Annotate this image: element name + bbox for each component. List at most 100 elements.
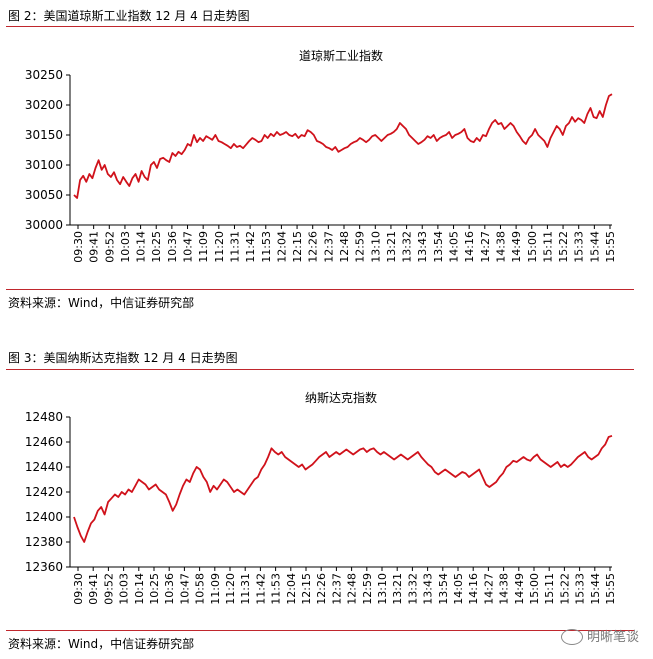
nasdaq-x-tick-label: 14:38 xyxy=(498,573,511,605)
nasdaq-x-tick-label: 13:10 xyxy=(376,573,389,605)
dow-jones-x-tick-label: 15:55 xyxy=(604,231,617,263)
nasdaq-x-tick-label: 15:22 xyxy=(558,573,571,605)
nasdaq-x-tick-label: 10:58 xyxy=(194,573,207,605)
dow-jones-x-tick-label: 12:26 xyxy=(307,231,320,263)
nasdaq-y-tick-label: 12400 xyxy=(25,510,63,524)
nasdaq-x-tick-label: 12:59 xyxy=(361,573,374,605)
nasdaq-x-tick-label: 15:44 xyxy=(589,573,602,605)
nasdaq-x-tick-label: 13:32 xyxy=(406,573,419,605)
nasdaq-x-tick-label: 09:41 xyxy=(87,573,100,605)
dow-jones-x-tick-label: 14:27 xyxy=(479,231,492,263)
dow-jones-chart-svg: 道琼斯工业指数 30000 30050 30100 30150 30200 30250 09:… xyxy=(25,48,617,263)
dow-jones-x-tick-label: 12:59 xyxy=(354,231,367,263)
nasdaq-x-tick-label: 10:03 xyxy=(118,573,131,605)
dow-jones-x-tick-label: 13:10 xyxy=(369,231,382,263)
figure-2-top-rule xyxy=(6,369,634,370)
dow-jones-y-tick-label: 30150 xyxy=(25,128,63,142)
nasdaq-x-tick-label: 11:53 xyxy=(270,573,283,605)
nasdaq-y-tick-label: 12360 xyxy=(25,560,63,574)
nasdaq-x-tick-label: 11:20 xyxy=(224,573,237,605)
figure-2-source: 资料来源：Wind，中信证券研究部 xyxy=(8,637,195,651)
dow-jones-x-tick-label: 13:54 xyxy=(432,231,445,263)
nasdaq-x-tick-label: 11:09 xyxy=(209,573,222,605)
watermark: 明晰笔谈 xyxy=(560,626,639,645)
figure-2-caption: 图 3：美国纳斯达克指数 12 月 4 日走势图 xyxy=(8,351,238,365)
nasdaq-y-tick-label: 12420 xyxy=(25,485,63,499)
nasdaq-x-tick-label: 14:16 xyxy=(467,573,480,605)
nasdaq-series-line xyxy=(73,434,613,543)
nasdaq-chart: 纳斯达克指数 12360 12380 12400 12420 12440 12460 1248… xyxy=(0,372,653,630)
nasdaq-x-tick-label: 15:33 xyxy=(574,573,587,605)
nasdaq-x-tick-label: 12:04 xyxy=(285,573,298,605)
figure-1-source: 资料来源：Wind，中信证券研究部 xyxy=(8,296,195,310)
figure-1-caption: 图 2：美国道琼斯工业指数 12 月 4 日走势图 xyxy=(8,9,250,23)
nasdaq-title: 纳斯达克指数 xyxy=(305,390,377,405)
dow-jones-x-tick-label: 11:20 xyxy=(213,231,226,263)
dow-jones-x-tick-label: 09:52 xyxy=(103,231,116,263)
dow-jones-y-tick-label: 30100 xyxy=(25,158,63,172)
dow-jones-y-tick-label: 30200 xyxy=(25,98,63,112)
nasdaq-x-tick-label: 10:25 xyxy=(148,573,161,605)
nasdaq-x-tick-label: 10:47 xyxy=(178,573,191,605)
dow-jones-x-tick-label: 10:25 xyxy=(150,231,163,263)
nasdaq-y-tick-label: 12480 xyxy=(25,410,63,424)
nasdaq-x-tick-label: 13:43 xyxy=(422,573,435,605)
dow-jones-y-tick-label: 30250 xyxy=(25,68,63,82)
dow-jones-x-tick-label: 15:22 xyxy=(557,231,570,263)
dow-jones-x-tick-label: 13:43 xyxy=(416,231,429,263)
dow-jones-x-tick-label: 11:53 xyxy=(260,231,273,263)
watermark-text: 明晰笔谈 xyxy=(586,629,639,645)
nasdaq-x-tick-label: 14:27 xyxy=(482,573,495,605)
nasdaq-x-tick-label: 10:14 xyxy=(133,573,146,605)
dow-jones-title: 道琼斯工业指数 xyxy=(299,48,383,63)
nasdaq-x-tick-label: 15:55 xyxy=(604,573,617,605)
dow-jones-x-tick-label: 10:03 xyxy=(119,231,132,263)
nasdaq-x-tick-label: 11:31 xyxy=(239,573,252,605)
dow-jones-x-tick-label: 13:21 xyxy=(385,231,398,263)
nasdaq-x-tick-label: 09:52 xyxy=(102,573,115,605)
nasdaq-x-tick-label: 12:26 xyxy=(315,573,328,605)
nasdaq-y-tick-label: 12460 xyxy=(25,435,63,449)
dow-jones-x-tick-label: 10:47 xyxy=(182,231,195,263)
nasdaq-y-tick-label: 12380 xyxy=(25,535,63,549)
nasdaq-x-tick-label: 10:36 xyxy=(163,573,176,605)
dow-jones-x-tick-label: 15:33 xyxy=(573,231,586,263)
figure-2-source-rule xyxy=(6,630,634,631)
nasdaq-x-tick-label: 12:15 xyxy=(300,573,313,605)
dow-jones-x-tick-label: 10:36 xyxy=(166,231,179,263)
nasdaq-x-tick-label: 12:48 xyxy=(346,573,359,605)
dow-jones-x-tick-label: 15:00 xyxy=(526,231,539,263)
dow-jones-x-tick-label: 09:30 xyxy=(72,231,85,263)
wechat-icon xyxy=(560,629,583,645)
figure-1-source-rule xyxy=(6,289,634,290)
dow-jones-x-tick-label: 11:09 xyxy=(197,231,210,263)
nasdaq-x-tick-label: 13:54 xyxy=(437,573,450,605)
nasdaq-x-tick-label: 14:49 xyxy=(513,573,526,605)
dow-jones-x-tick-label: 14:05 xyxy=(448,231,461,263)
nasdaq-x-tick-label: 13:21 xyxy=(391,573,404,605)
dow-jones-y-tick-label: 30050 xyxy=(25,188,63,202)
dow-jones-x-tick-label: 12:04 xyxy=(275,231,288,263)
dow-jones-x-tick-label: 12:37 xyxy=(322,231,335,263)
dow-jones-x-tick-label: 15:44 xyxy=(588,231,601,263)
nasdaq-x-tick-label: 12:37 xyxy=(330,573,343,605)
nasdaq-x-tick-label: 14:05 xyxy=(452,573,465,605)
dow-jones-x-tick-label: 14:38 xyxy=(494,231,507,263)
nasdaq-x-tick-label: 15:00 xyxy=(528,573,541,605)
dow-jones-x-tick-label: 10:14 xyxy=(135,231,148,263)
nasdaq-x-tick-label: 09:30 xyxy=(72,573,85,605)
dow-jones-x-tick-label: 12:15 xyxy=(291,231,304,263)
dow-jones-x-tick-label: 09:41 xyxy=(88,231,101,263)
dow-jones-series-line xyxy=(73,93,613,199)
nasdaq-y-tick-label: 12440 xyxy=(25,460,63,474)
nasdaq-chart-svg: 纳斯达克指数 12360 12380 12400 12420 12440 12460 1248… xyxy=(25,390,617,605)
dow-jones-x-tick-label: 11:42 xyxy=(244,231,257,263)
dow-jones-x-tick-label: 14:16 xyxy=(463,231,476,263)
dow-jones-x-tick-label: 13:32 xyxy=(401,231,414,263)
figure-1-top-rule xyxy=(6,26,634,27)
dow-jones-chart: 道琼斯工业指数 30000 30050 30100 30150 30200 30250 09:… xyxy=(0,30,653,288)
dow-jones-y-tick-label: 30000 xyxy=(25,218,63,232)
dow-jones-x-tick-label: 12:48 xyxy=(338,231,351,263)
dow-jones-x-tick-label: 15:11 xyxy=(541,231,554,263)
dow-jones-x-tick-label: 14:49 xyxy=(510,231,523,263)
